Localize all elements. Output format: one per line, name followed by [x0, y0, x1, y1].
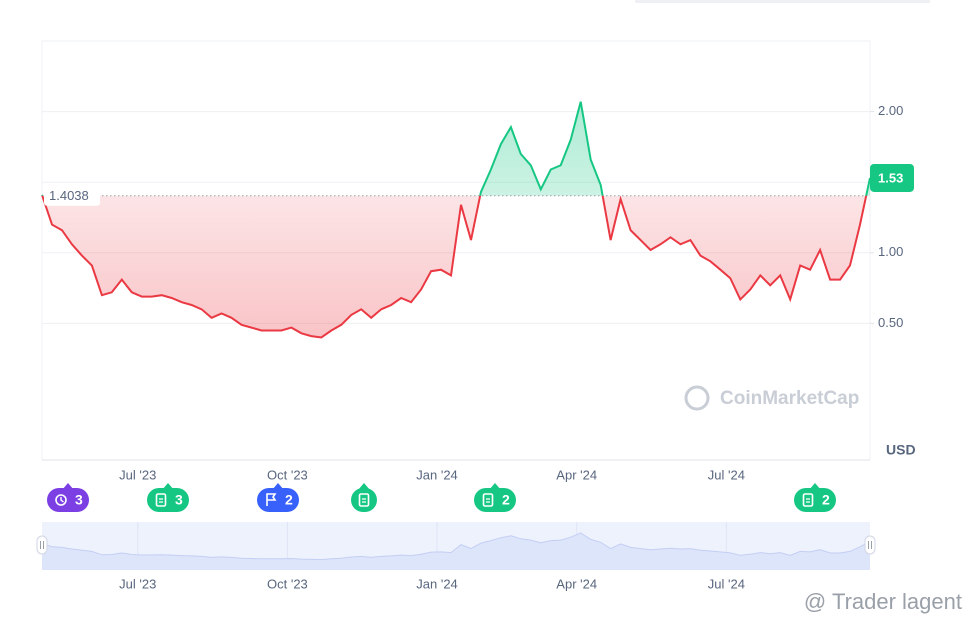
icon: [486, 498, 490, 503]
baseline-label: 1.4038: [49, 188, 89, 203]
event-badge[interactable]: [351, 483, 377, 512]
baseline-tag: [44, 185, 100, 206]
event-badge[interactable]: 2: [257, 483, 299, 512]
credit: @ Trader lagent: [804, 589, 962, 614]
watermark: CoinMarketCap: [720, 388, 859, 409]
icon: [482, 493, 494, 507]
nav-handle: [36, 535, 48, 555]
event-badge[interactable]: 2: [794, 483, 836, 512]
badge-count: 3: [75, 492, 83, 508]
badge-count: 2: [502, 492, 510, 508]
badge-count: 2: [822, 492, 830, 508]
x-tick-label: Jan '24: [416, 467, 458, 482]
icon: [155, 493, 167, 507]
nav-x-tick-label: Jul '23: [119, 576, 156, 591]
icon: [362, 498, 366, 503]
icon: [806, 498, 810, 503]
badge: [351, 488, 377, 512]
badge-count: 3: [175, 492, 183, 508]
unit-label: USD: [886, 442, 916, 458]
badge: [47, 488, 89, 512]
event-badge[interactable]: 2: [474, 483, 516, 512]
icon: [358, 493, 370, 507]
nav-x-tick-label: Jul '24: [708, 576, 745, 591]
icon: [55, 494, 67, 506]
y-tick-label: 2.00: [878, 103, 903, 118]
nav-area: [42, 532, 870, 570]
event-badge[interactable]: 3: [147, 483, 189, 512]
top-bar: [635, 0, 930, 3]
badge-count: 2: [285, 492, 293, 508]
icon: [60, 497, 64, 503]
icon: [266, 493, 277, 506]
icon: [159, 498, 163, 503]
nav-x-tick-label: Oct '23: [267, 576, 308, 591]
last-price-label: 1.53: [878, 170, 903, 185]
x-tick-label: Oct '23: [267, 467, 308, 482]
x-tick-label: Apr '24: [556, 467, 597, 482]
nav-x-tick-label: Jan '24: [416, 576, 458, 591]
icon: [802, 493, 814, 507]
price-line-down: [41, 195, 868, 339]
nav-line: [41, 532, 871, 561]
nav-handle: [864, 535, 876, 555]
x-tick-label: Jul '24: [708, 467, 745, 482]
x-tick-label: Jul '23: [119, 467, 156, 482]
watermark-logo: [684, 385, 710, 411]
last-price-tag: [870, 163, 914, 192]
y-tick-label: 0.50: [878, 315, 903, 330]
y-tick-label: 1.00: [878, 244, 903, 259]
event-badge[interactable]: 3: [47, 483, 89, 512]
area-down: [42, 195, 867, 338]
nav-x-tick-label: Apr '24: [556, 576, 597, 591]
